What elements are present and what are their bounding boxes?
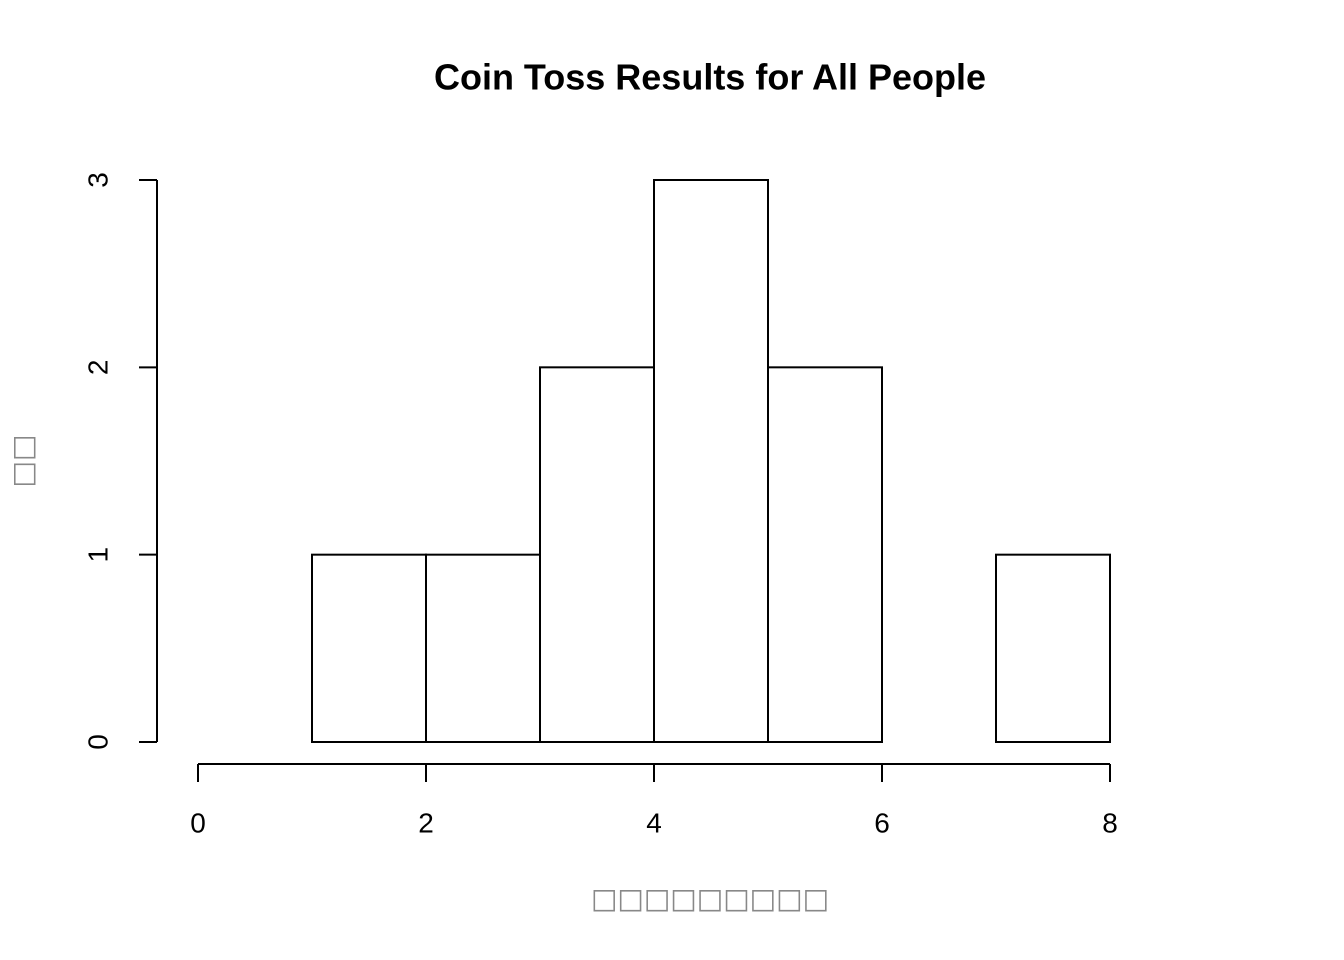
bar bbox=[995, 553, 1111, 744]
bar bbox=[653, 179, 769, 743]
bar bbox=[311, 553, 427, 744]
bar bbox=[425, 553, 541, 744]
x-tick-label: 8 bbox=[1102, 807, 1118, 838]
x-tick-label: 0 bbox=[190, 807, 206, 838]
y-tick-label: 2 bbox=[82, 360, 113, 376]
x-axis-title: □□□□□□□□□ bbox=[591, 882, 829, 915]
bar bbox=[539, 366, 655, 743]
x-tick-label: 6 bbox=[874, 807, 890, 838]
bar bbox=[767, 366, 883, 743]
y-tick-label: 0 bbox=[82, 734, 113, 750]
y-tick-label: 1 bbox=[82, 547, 113, 563]
y-tick-label: 3 bbox=[82, 172, 113, 188]
x-tick-label: 2 bbox=[418, 807, 434, 838]
chart-title: Coin Toss Results for All People bbox=[434, 57, 986, 98]
y-axis-title: □□ bbox=[6, 435, 39, 488]
x-tick-label: 4 bbox=[646, 807, 662, 838]
